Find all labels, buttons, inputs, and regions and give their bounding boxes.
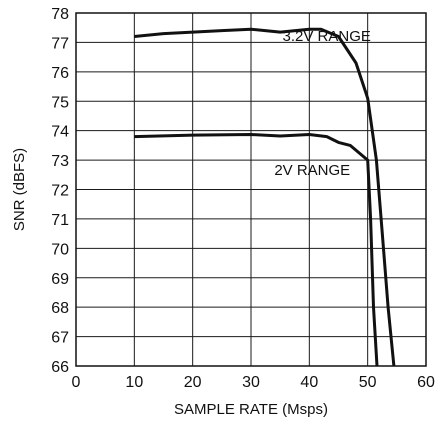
y-axis-title: SNR (dBFS) [11,148,28,231]
x-tick-label: 40 [300,374,318,391]
x-tick-label: 10 [125,374,143,391]
y-tick-label: 76 [51,65,69,82]
x-tick-labels: 0 10 20 30 40 50 60 [72,374,435,391]
y-tick-label: 71 [51,212,69,229]
x-tick-label: 50 [359,374,377,391]
annotations: 3.2V RANGE 2V RANGE [274,28,371,179]
y-tick-label: 75 [51,94,69,111]
y-tick-label: 72 [51,183,69,200]
y-tick-label: 70 [51,241,69,258]
y-tick-label: 77 [51,35,69,52]
x-tick-label: 30 [242,374,260,391]
y-tick-label: 67 [51,330,69,347]
y-tick-label: 66 [51,359,69,376]
y-tick-label: 69 [51,271,69,288]
plot-frame [75,12,427,367]
x-tick-label: 20 [184,374,202,391]
series-lines [134,27,396,367]
x-axis-title: SAMPLE RATE (Msps) [174,401,328,418]
x-tick-label: 0 [72,374,81,391]
y-tick-label: 74 [51,124,69,141]
series-line-1 [134,27,396,367]
series-line-2 [134,133,379,367]
series-annotation: 2V RANGE [274,162,350,179]
y-tick-label: 78 [51,6,69,23]
y-tick-labels: 66 67 68 69 70 71 72 73 74 75 76 77 78 [51,6,69,376]
x-tick-label: 60 [417,374,435,391]
series-annotation: 3.2V RANGE [283,28,371,45]
y-tick-label: 73 [51,153,69,170]
y-tick-label: 68 [51,300,69,317]
